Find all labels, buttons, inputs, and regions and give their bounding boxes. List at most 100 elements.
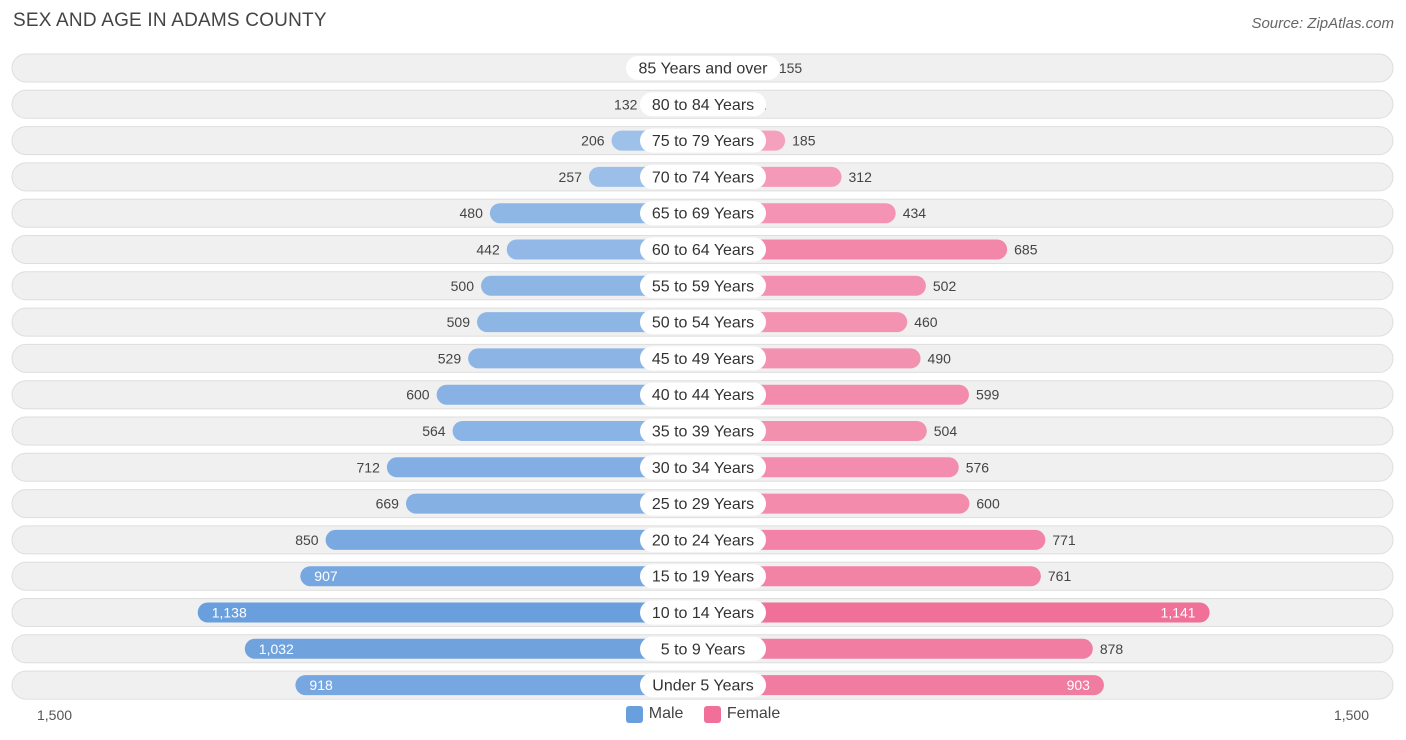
legend-item-female: Female xyxy=(703,705,781,723)
value-label-male: 206 xyxy=(581,133,605,149)
category-label: 55 to 59 Years xyxy=(652,278,754,295)
category-label: 75 to 79 Years xyxy=(652,133,754,150)
value-label-male: 509 xyxy=(447,314,471,330)
value-label-male: 907 xyxy=(314,568,338,584)
category-pill xyxy=(640,128,766,153)
value-label-male: 500 xyxy=(451,278,475,294)
bar-male xyxy=(295,675,703,696)
bar-male xyxy=(452,421,703,441)
legend-label-male: Male xyxy=(648,705,684,722)
category-label: 85 Years and over xyxy=(639,61,769,78)
category-pill xyxy=(640,382,766,407)
category-pill xyxy=(640,455,766,480)
category-pill xyxy=(640,636,766,661)
value-label-male: 850 xyxy=(295,532,319,548)
category-pill xyxy=(640,310,766,335)
value-label-female: 600 xyxy=(976,496,1000,512)
category-pill xyxy=(640,237,766,262)
category-label: 25 to 29 Years xyxy=(652,496,754,513)
value-label-female: 460 xyxy=(914,314,938,330)
value-label-female: 761 xyxy=(1048,568,1072,584)
category-label: 10 to 14 Years xyxy=(652,605,754,622)
value-label-male: 1,032 xyxy=(259,641,294,657)
value-label-female: 312 xyxy=(849,169,873,185)
source-label: Source: ZipAtlas.com xyxy=(1251,15,1394,32)
bar-female xyxy=(703,675,1104,696)
category-label: Under 5 Years xyxy=(652,678,753,695)
value-label-female: 878 xyxy=(1100,641,1124,657)
value-label-female: 771 xyxy=(1052,532,1076,548)
bar-male xyxy=(386,457,703,478)
bar-female xyxy=(703,457,959,478)
value-label-female: 502 xyxy=(933,278,957,294)
value-label-male: 1,138 xyxy=(212,605,247,621)
category-pill xyxy=(640,673,766,698)
bar-male xyxy=(300,566,703,587)
value-label-male: 442 xyxy=(476,242,500,258)
category-label: 80 to 84 Years xyxy=(652,97,754,114)
value-label-female: 576 xyxy=(966,459,990,475)
category-label: 65 to 69 Years xyxy=(652,206,754,223)
value-label-female: 903 xyxy=(1067,677,1091,693)
bar-male xyxy=(325,529,703,550)
axis-tick-left: 1,500 xyxy=(37,707,73,723)
value-label-male: 600 xyxy=(406,387,430,403)
bar-female xyxy=(703,638,1093,659)
legend-label-female: Female xyxy=(726,705,781,722)
bar-female xyxy=(703,602,1210,623)
category-pill xyxy=(640,600,766,625)
legend-swatch-female xyxy=(703,705,721,723)
category-pill xyxy=(640,491,766,516)
category-label: 45 to 49 Years xyxy=(652,351,754,368)
value-label-male: 918 xyxy=(309,677,333,693)
value-label-female: 434 xyxy=(903,205,927,221)
category-label: 20 to 24 Years xyxy=(652,532,754,549)
category-pill xyxy=(640,564,766,589)
bar-female xyxy=(703,493,970,514)
value-label-female: 504 xyxy=(934,423,958,439)
value-label-female: 490 xyxy=(928,350,952,366)
category-label: 15 to 19 Years xyxy=(652,569,754,586)
bar-female xyxy=(703,566,1041,587)
value-label-male: 480 xyxy=(460,205,484,221)
bar-female xyxy=(703,529,1046,550)
bar-male xyxy=(197,602,703,623)
category-pill xyxy=(640,164,766,189)
category-label: 40 to 44 Years xyxy=(652,387,754,404)
chart-title: SEX AND AGE IN ADAMS COUNTY xyxy=(13,10,327,31)
bar-male xyxy=(244,638,704,659)
category-label: 60 to 64 Years xyxy=(652,242,754,259)
bar-female xyxy=(703,384,969,405)
category-label: 30 to 34 Years xyxy=(652,460,754,477)
category-pill xyxy=(640,419,766,443)
value-label-male: 257 xyxy=(559,169,583,185)
bar-male xyxy=(405,493,703,514)
category-label: 50 to 54 Years xyxy=(652,315,754,332)
value-label-female: 685 xyxy=(1014,242,1038,258)
category-pill xyxy=(640,527,766,552)
legend-swatch-male xyxy=(625,705,643,723)
value-label-male: 669 xyxy=(376,496,400,512)
value-label-female: 1,141 xyxy=(1161,605,1196,621)
value-label-male: 529 xyxy=(438,350,462,366)
category-label: 35 to 39 Years xyxy=(652,424,754,441)
value-label-female: 155 xyxy=(779,60,803,76)
category-pill xyxy=(640,92,766,117)
bar-male xyxy=(436,384,703,405)
category-pill xyxy=(640,273,766,298)
value-label-male: 132 xyxy=(614,96,638,112)
axis-tick-right: 1,500 xyxy=(1333,707,1369,723)
legend: Male Female xyxy=(0,705,1406,728)
value-label-female: 599 xyxy=(976,387,1000,403)
value-label-male: 564 xyxy=(422,423,446,439)
category-pill xyxy=(640,346,766,371)
value-label-female: 185 xyxy=(792,133,816,149)
category-label: 5 to 9 Years xyxy=(661,641,746,658)
category-pill xyxy=(626,56,780,80)
category-label: 70 to 74 Years xyxy=(652,169,754,186)
category-pill xyxy=(640,201,766,226)
value-label-male: 712 xyxy=(357,459,381,475)
legend-item-male: Male xyxy=(625,705,684,723)
bar-female xyxy=(703,239,1008,260)
